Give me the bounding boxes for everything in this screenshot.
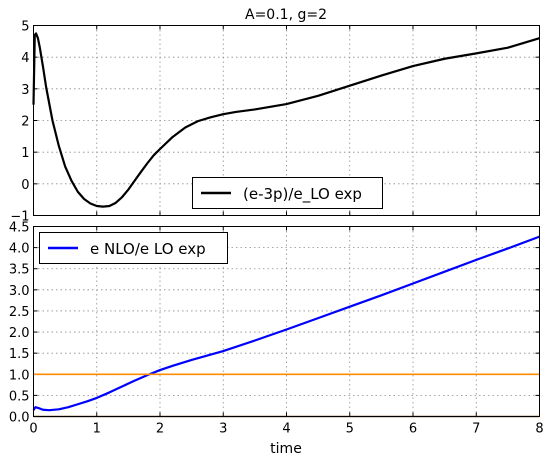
y-tick-label: 3 [21,83,29,98]
y-tick-label: 0 [21,178,29,193]
y-tick-label: 4 [21,51,29,66]
bottom-legend: e NLO/e LO exp [39,232,228,264]
x-tick-label: 4 [282,422,290,437]
bottom-plot-frame [33,226,540,417]
x-tick-label: 6 [409,422,417,437]
series-line--e-3p-e-lo-exp [32,32,540,208]
x-tick-label: 1 [93,422,101,437]
top-chart-title: A=0.1, g=2 [245,7,327,23]
x-tick-label: 0 [29,422,37,437]
x-tick-label: 3 [219,422,227,437]
y-tick-label: 3.0 [9,284,30,299]
series-line-e-nlo-e-lo-exp [32,235,540,412]
bottom-legend-label: e NLO/e LO exp [90,240,206,258]
y-tick-label: 1.5 [9,347,30,362]
y-tick-label: −1 [10,210,29,225]
y-tick-label: 1 [21,146,29,161]
y-tick-label: 2.5 [9,305,30,320]
bottom-panel: 0.0 0.5 1.0 1.5 2.0 2.5 3.0 3.5 4.0 4.5 0 1 2 3 4 5 6 7 8… [9,221,544,456]
x-tick-label: 8 [535,422,543,437]
top-legend-label: (e-3p)/e_LO exp [243,185,362,204]
top-panel: A=0.1, g=2 −1 0 1 2 3 4 5 (e-3p)/e_LO exp [10,7,540,225]
bottom-y-ticks: 0.0 0.5 1.0 1.5 2.0 2.5 3.0 3.5 4.0 4.5 [9,221,540,426]
top-series [32,32,540,208]
y-tick-label: 4.0 [9,242,30,257]
y-tick-label: 2.0 [9,326,30,341]
y-tick-label: 3.5 [9,263,30,278]
y-tick-label: 5 [21,20,29,35]
top-plot-frame [33,25,540,216]
y-tick-label: 2 [21,115,29,130]
x-tick-label: 5 [346,422,354,437]
top-legend: (e-3p)/e_LO exp [192,177,383,209]
x-axis-label: time [270,441,302,456]
y-tick-label: 0.5 [9,389,30,404]
y-tick-label: 0.0 [9,411,30,426]
y-tick-label: 1.0 [9,368,30,383]
y-tick-label: 4.5 [9,221,30,236]
x-tick-label: 2 [156,422,164,437]
x-tick-label: 7 [472,422,480,437]
